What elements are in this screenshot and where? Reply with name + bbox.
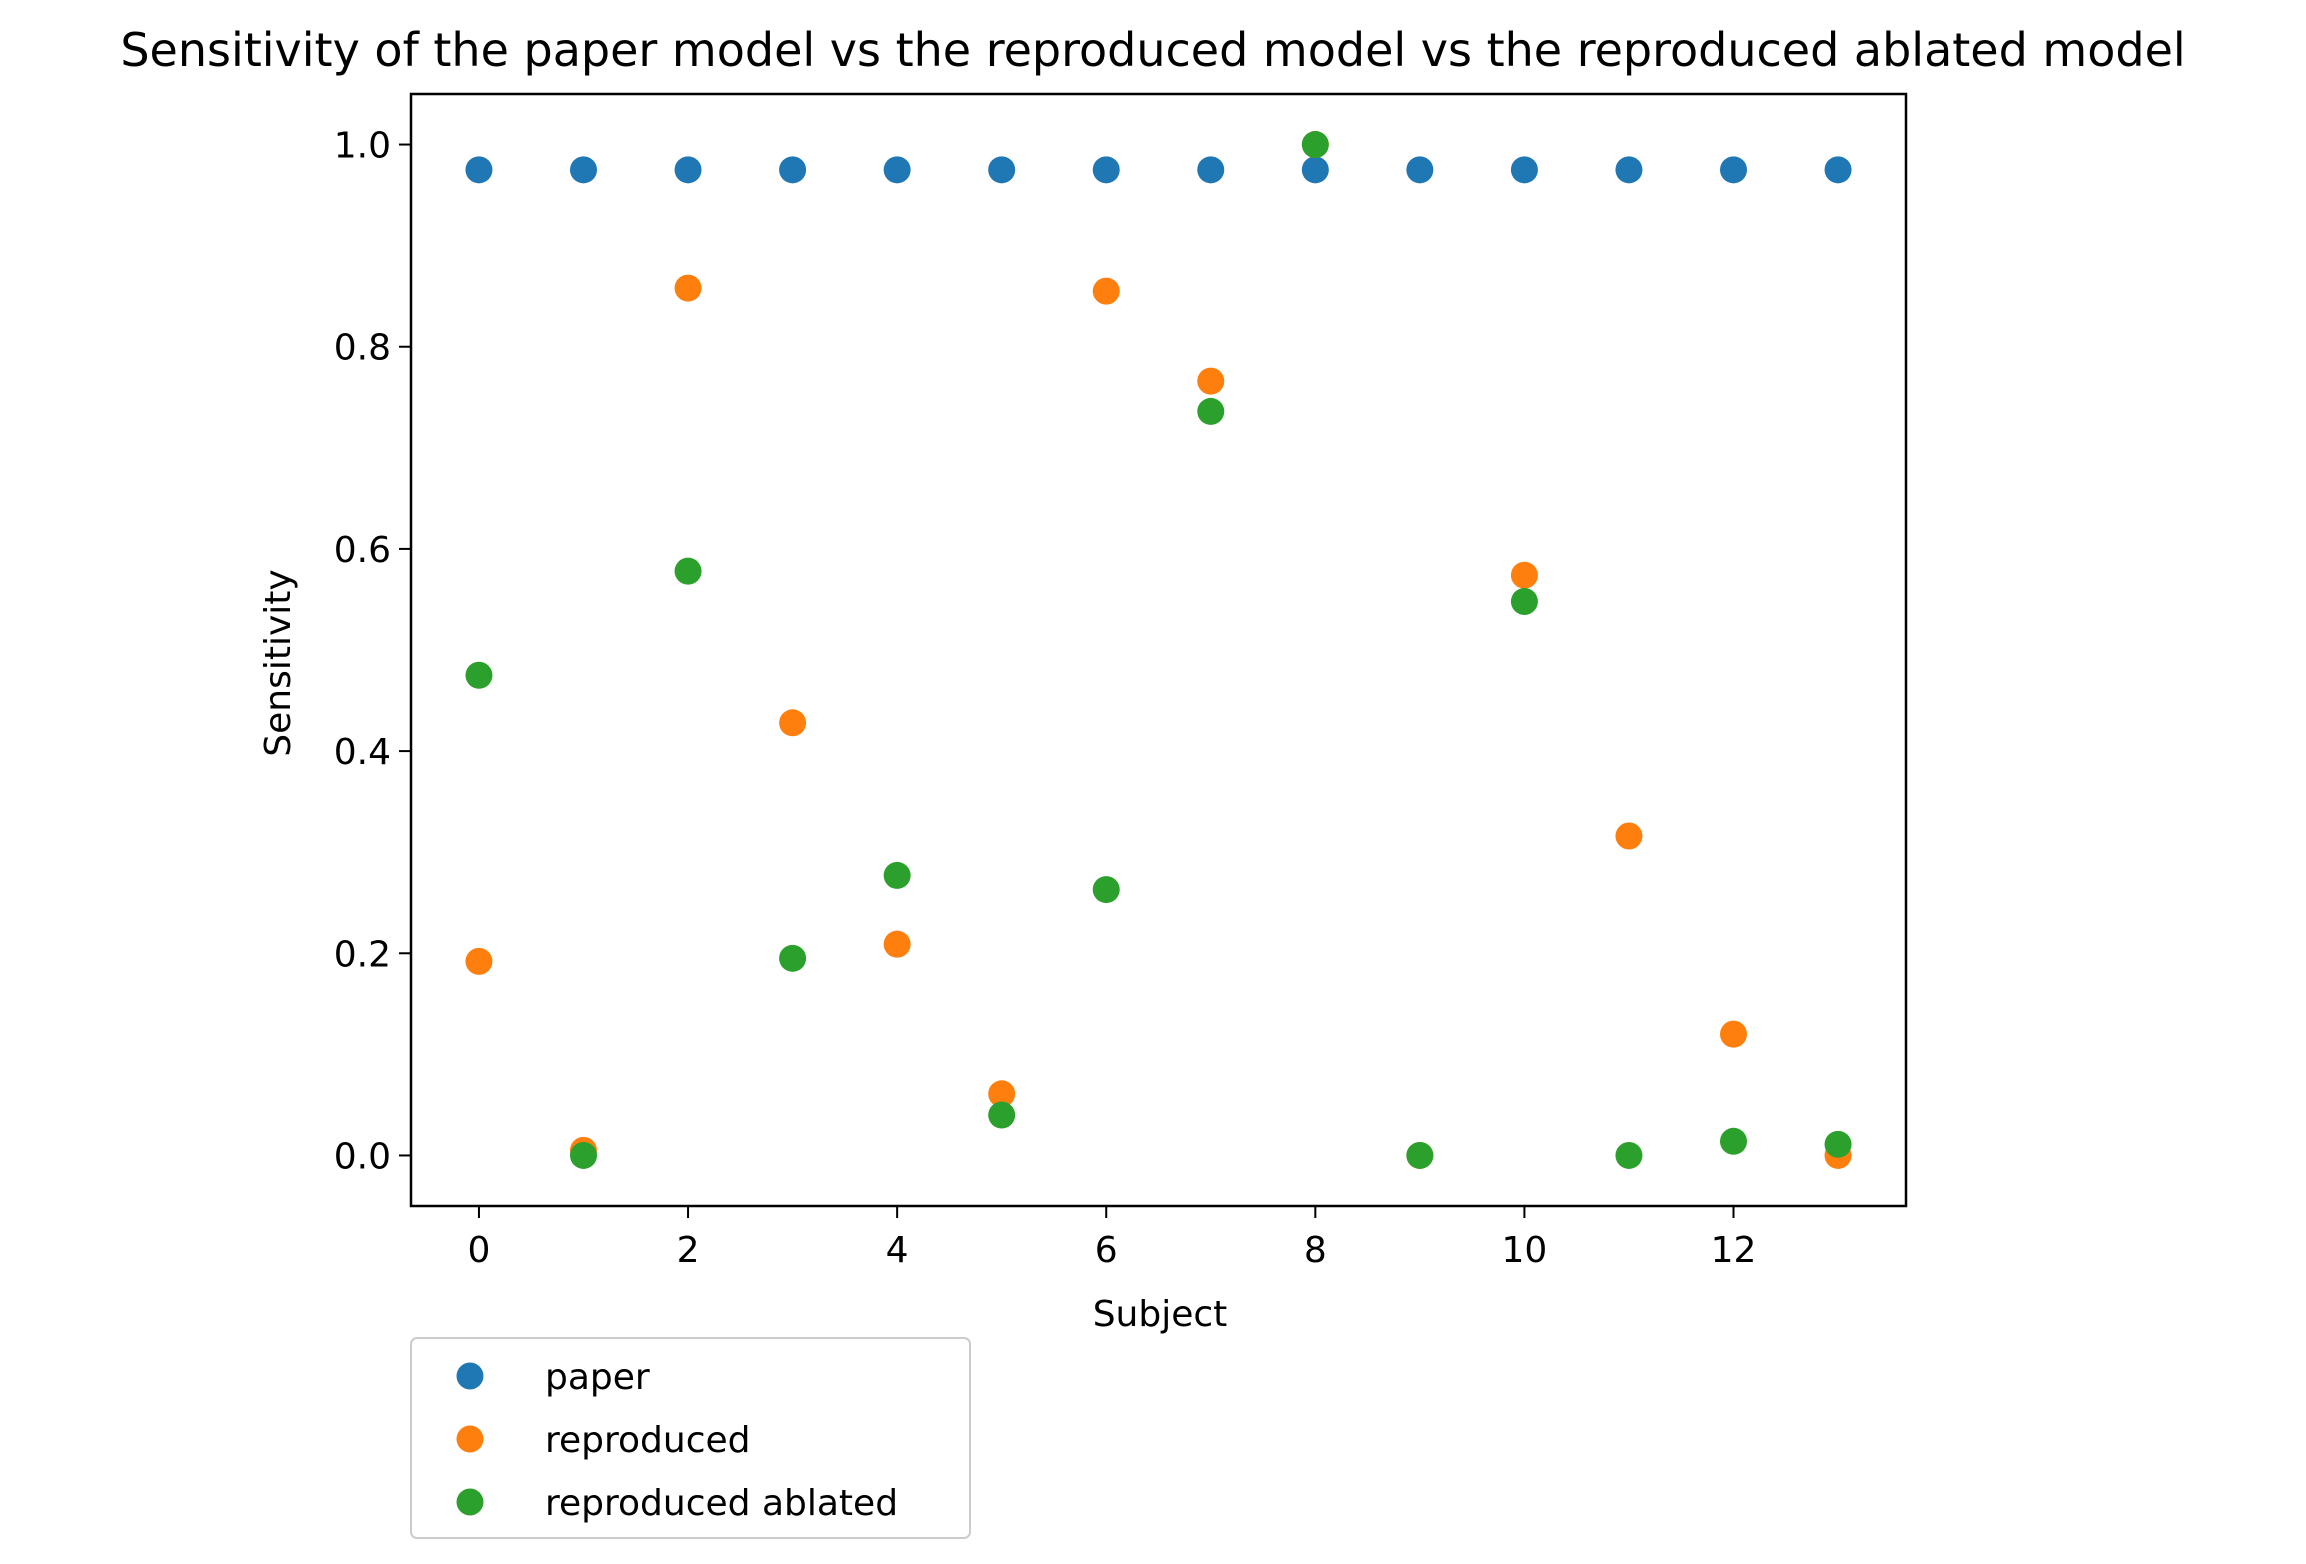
axes-frame	[409, 92, 1908, 1208]
data-point-paper-6	[1092, 156, 1120, 184]
data-point-reproduced-3	[779, 709, 807, 737]
legend-label-reproduced: reproduced	[545, 1420, 751, 1461]
legend-box	[410, 1337, 971, 1539]
data-point-reproduced-6	[1092, 277, 1120, 305]
data-point-reproduced-ablated-6	[1092, 876, 1120, 904]
data-point-reproduced-10	[1510, 561, 1538, 589]
legend-marker-paper	[456, 1362, 484, 1390]
data-point-reproduced-11	[1615, 822, 1643, 850]
data-point-paper-2	[674, 156, 702, 184]
data-point-paper-5	[988, 156, 1016, 184]
data-point-reproduced-ablated-8	[1301, 131, 1329, 159]
data-point-paper-0	[465, 156, 493, 184]
legend-label-reproduced-ablated: reproduced ablated	[545, 1483, 898, 1524]
data-point-paper-1	[570, 156, 597, 184]
data-point-paper-7	[1197, 156, 1225, 184]
data-point-paper-12	[1720, 156, 1747, 184]
legend-marker-reproduced	[456, 1425, 484, 1453]
data-point-paper-4	[883, 156, 911, 184]
legend: paper reproduced reproduced ablated	[410, 1337, 971, 1539]
data-point-reproduced-ablated-4	[883, 861, 911, 889]
data-point-reproduced-ablated-2	[674, 557, 702, 585]
y-tick-label: 0.0	[334, 1136, 391, 1177]
y-tick-label: 1.0	[334, 126, 391, 167]
data-point-paper-8	[1301, 156, 1329, 184]
data-point-reproduced-2	[674, 274, 702, 302]
x-tick-label: 10	[1502, 1230, 1548, 1271]
data-point-reproduced-5	[988, 1080, 1016, 1108]
y-tick-label: 0.8	[334, 328, 391, 369]
legend-marker-reproduced-ablated	[456, 1488, 484, 1516]
x-tick-label: 12	[1711, 1230, 1757, 1271]
y-tick-label: 0.2	[334, 934, 391, 975]
data-point-reproduced-ablated-5	[988, 1101, 1016, 1129]
data-point-reproduced-ablated-11	[1615, 1141, 1643, 1169]
data-point-paper-10	[1510, 156, 1538, 184]
chart-title: Sensitivity of the paper model vs the re…	[120, 23, 2185, 77]
x-tick-label: 0	[468, 1230, 491, 1271]
data-point-reproduced-ablated-7	[1197, 397, 1225, 425]
data-point-paper-13	[1824, 156, 1852, 184]
data-point-reproduced-ablated-9	[1406, 1141, 1434, 1169]
x-tick-label: 4	[886, 1230, 909, 1271]
data-point-reproduced-ablated-1	[570, 1141, 597, 1169]
data-point-reproduced-ablated-12	[1720, 1127, 1747, 1155]
data-point-reproduced-12	[1720, 1020, 1747, 1048]
data-point-paper-9	[1406, 156, 1434, 184]
y-tick-label: 0.4	[334, 732, 391, 773]
data-point-reproduced-4	[883, 930, 911, 958]
data-point-paper-11	[1615, 156, 1643, 184]
x-tick-label: 2	[677, 1230, 700, 1271]
data-point-reproduced-ablated-10	[1510, 587, 1538, 615]
x-tick-label: 6	[1095, 1230, 1118, 1271]
y-tick-label: 0.6	[334, 530, 391, 571]
data-point-reproduced-ablated-3	[779, 944, 807, 972]
data-point-reproduced-ablated-13	[1824, 1130, 1852, 1158]
legend-label-paper: paper	[545, 1357, 650, 1398]
data-point-paper-3	[779, 156, 807, 184]
data-point-reproduced-0	[465, 947, 493, 975]
x-tick-label: 8	[1304, 1230, 1327, 1271]
plot-area: 0 2 4 6 8 10 12 0.0 0.2 0.4 0.6 0.8 1.0	[334, 92, 1908, 1271]
data-point-reproduced-ablated-0	[465, 661, 493, 689]
x-axis-label: Subject	[1093, 1294, 1228, 1335]
y-axis-label: Sensitivity	[258, 569, 299, 756]
data-point-reproduced-7	[1197, 367, 1225, 395]
